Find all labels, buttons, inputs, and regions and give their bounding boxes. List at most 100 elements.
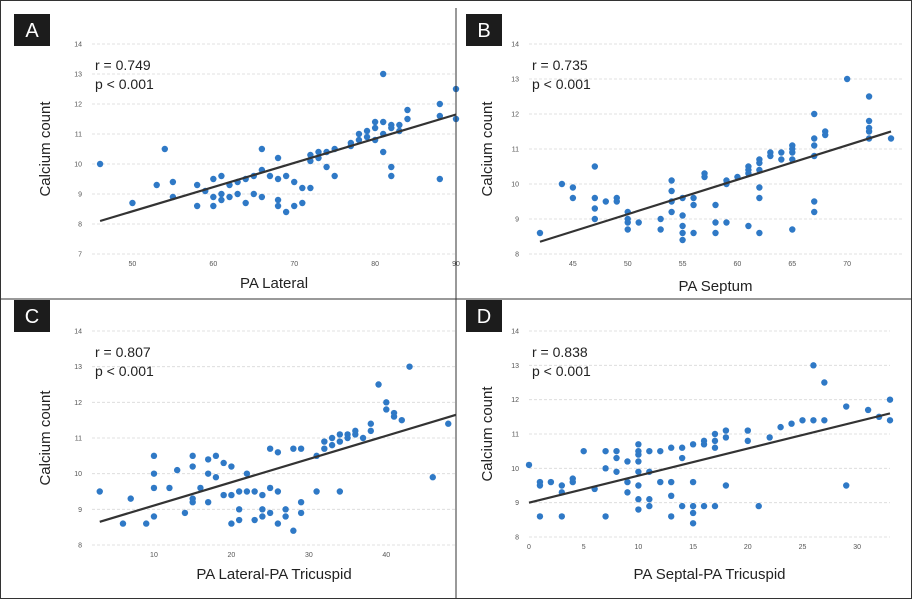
data-point — [359, 434, 367, 442]
data-point — [313, 488, 320, 495]
data-point — [388, 163, 395, 171]
data-point — [678, 502, 686, 510]
data-point — [259, 506, 266, 513]
data-point — [429, 474, 436, 481]
data-point — [258, 145, 266, 153]
data-point — [210, 175, 217, 183]
data-point — [220, 459, 227, 467]
data-point — [250, 190, 257, 198]
data-point — [678, 454, 686, 462]
data-point — [218, 172, 225, 180]
data-point — [367, 427, 375, 435]
data-point — [344, 434, 351, 442]
data-point — [591, 163, 599, 170]
y-tick-label: 12 — [74, 102, 82, 109]
data-point — [266, 445, 274, 452]
data-point — [243, 470, 251, 477]
data-point — [745, 222, 752, 230]
data-point — [274, 154, 282, 162]
data-point — [536, 229, 544, 237]
data-point — [689, 441, 697, 448]
data-point — [150, 484, 158, 492]
data-point — [388, 124, 395, 132]
data-point — [778, 149, 785, 156]
data-point — [689, 509, 697, 517]
data-point — [363, 127, 371, 135]
y-tick-label: 8 — [515, 252, 519, 259]
x-tick-label: 40 — [382, 552, 390, 559]
data-point — [290, 445, 297, 452]
x-tick-label: 20 — [744, 544, 752, 551]
panel-d: 8 9 10 11 12 13 14 0 5 10 15 20 25 30 r = 0.838 p < 0.0… — [466, 300, 894, 583]
data-point — [323, 163, 330, 171]
data-point — [193, 181, 201, 189]
x-axis-label: PA Septal-PA Tricuspid — [633, 566, 785, 583]
trend-line — [99, 413, 457, 523]
data-point — [328, 434, 336, 442]
data-point — [127, 495, 134, 502]
data-point — [242, 199, 249, 207]
data-point — [189, 499, 196, 506]
data-point — [189, 463, 196, 470]
data-point — [602, 513, 609, 520]
y-tick-label: 12 — [511, 397, 519, 404]
data-point — [383, 399, 390, 406]
panel-badge — [14, 300, 50, 332]
data-point — [712, 219, 719, 226]
data-point — [602, 198, 609, 205]
x-tick-label: 30 — [305, 552, 313, 559]
p-value-label: p < 0.001 — [532, 76, 591, 92]
correlation-label: r = 0.735 — [532, 57, 588, 73]
data-point — [445, 420, 452, 427]
data-point — [291, 178, 298, 186]
data-point — [218, 196, 225, 204]
data-point — [635, 468, 642, 475]
x-tick-label: 25 — [799, 544, 807, 551]
data-point — [778, 156, 785, 163]
data-point — [756, 229, 763, 237]
x-tick-label: 65 — [788, 261, 796, 268]
x-tick-label: 30 — [853, 544, 861, 551]
data-point — [204, 499, 212, 506]
data-point — [380, 148, 387, 156]
data-point — [635, 506, 642, 513]
data-point — [352, 427, 359, 435]
y-tick-label: 12 — [74, 400, 82, 407]
data-point — [336, 438, 344, 445]
data-point — [689, 478, 697, 486]
data-point — [143, 520, 150, 527]
data-point — [210, 202, 217, 210]
data-point — [744, 437, 751, 445]
data-point — [789, 226, 796, 233]
y-axis-label: Calcium count — [37, 390, 54, 486]
data-point — [591, 194, 599, 202]
data-point — [336, 431, 344, 438]
data-point — [212, 474, 220, 481]
data-point — [406, 363, 413, 370]
x-tick-label: 70 — [290, 261, 298, 268]
data-point — [558, 180, 566, 188]
data-point — [711, 444, 719, 451]
data-point — [251, 516, 258, 524]
data-point — [722, 427, 730, 434]
trend-line — [528, 412, 891, 504]
data-point — [886, 396, 894, 403]
data-point — [297, 509, 305, 517]
data-point — [602, 465, 609, 472]
panel-letter: C — [25, 306, 39, 328]
data-point — [679, 236, 686, 244]
data-point — [657, 215, 664, 223]
x-tick-label: 5 — [582, 544, 586, 551]
panel-letter: D — [477, 306, 491, 328]
trend-line — [99, 113, 457, 223]
x-tick-label: 20 — [228, 552, 236, 559]
data-point — [228, 520, 235, 527]
data-point — [119, 520, 127, 527]
correlation-label: r = 0.838 — [532, 344, 588, 360]
data-point — [865, 128, 873, 135]
y-tick-label: 7 — [78, 252, 82, 259]
data-point — [591, 205, 599, 212]
x-tick-label: 45 — [569, 261, 577, 268]
data-point — [525, 461, 533, 469]
p-value-label: p < 0.001 — [95, 363, 154, 379]
